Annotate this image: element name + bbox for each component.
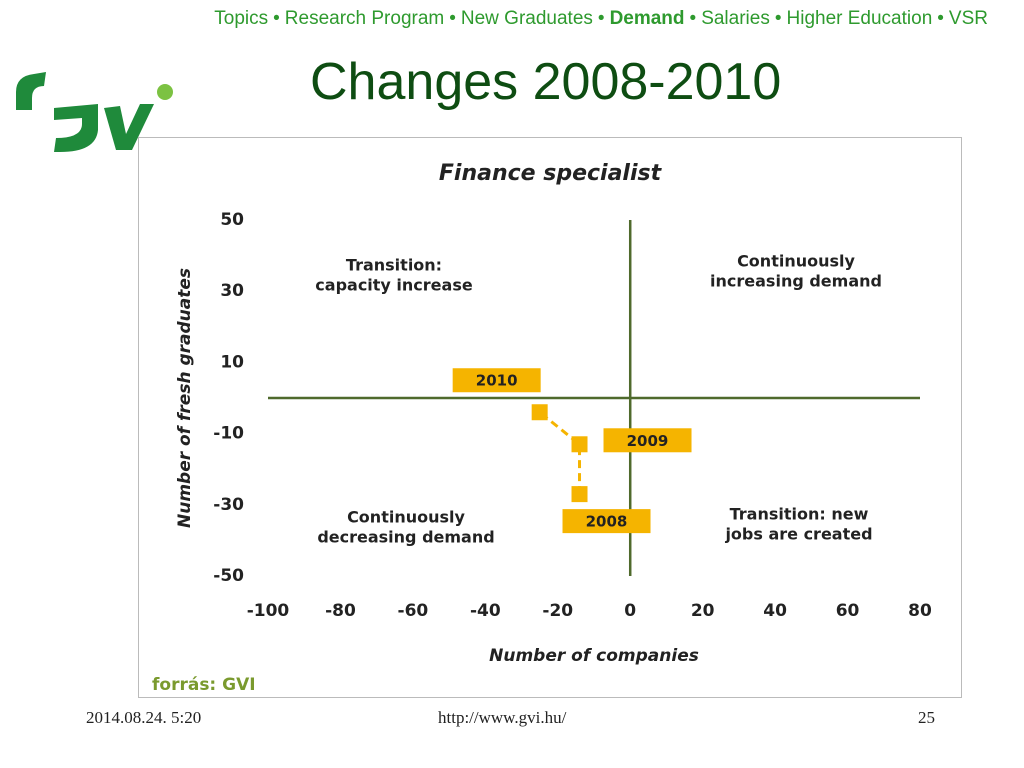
logo-shape — [16, 72, 46, 110]
chart-title: Finance specialist — [439, 161, 663, 186]
slide-title: Changes 2008-2010 — [310, 53, 782, 111]
point-marker — [531, 404, 548, 421]
nav-item[interactable]: Higher Education — [786, 8, 933, 29]
point-label: 2010 — [476, 372, 518, 390]
logo-shape — [104, 104, 154, 150]
nav-separator: • — [689, 8, 697, 29]
x-tick-label: -20 — [542, 601, 573, 621]
nav: Topics • Research Program • New Graduates • De… — [214, 8, 988, 30]
x-tick-label: -60 — [398, 601, 429, 621]
series-line — [538, 411, 582, 495]
nav-item[interactable]: Salaries — [701, 8, 770, 29]
quadrant-annotation: Continuously — [347, 508, 465, 527]
y-tick-label: 30 — [220, 281, 244, 301]
nav-item[interactable]: Research Program — [284, 8, 445, 29]
quadrant-annotation: Transition: new — [730, 505, 869, 524]
y-tick-label: 10 — [220, 352, 244, 372]
logo — [16, 72, 173, 152]
quadrant-annotation: capacity increase — [315, 276, 473, 295]
y-tick-label: -10 — [213, 424, 244, 444]
point-label-box — [603, 428, 692, 453]
y-tick-label: 50 — [220, 210, 244, 230]
y-axis-label: Number of fresh graduates — [175, 268, 195, 528]
point-label-box — [562, 509, 651, 534]
nav-item[interactable]: Demand — [609, 8, 685, 29]
point-label: 2009 — [627, 432, 669, 450]
x-axis-label: Number of companies — [489, 646, 699, 666]
point-marker — [571, 486, 588, 503]
footer-url: http://www.gvi.hu/ — [438, 708, 567, 727]
chart-frame — [138, 137, 962, 698]
nav-separator: • — [937, 8, 944, 29]
nav-item[interactable]: New Graduates — [460, 8, 593, 29]
logo-dot — [157, 84, 173, 100]
quadrant-annotation: increasing demand — [710, 272, 882, 291]
quadrant-annotation: Transition: — [346, 256, 442, 275]
nav-item[interactable]: VSR — [948, 8, 988, 29]
chart: Finance specialist Number of companies N… — [152, 161, 932, 695]
nav-item[interactable]: Topics — [214, 8, 269, 29]
nav-separator: • — [273, 8, 280, 29]
nav-separator: • — [449, 8, 456, 29]
x-tick-label: 20 — [691, 601, 715, 621]
nav-separator: • — [597, 8, 605, 29]
x-tick-label: -80 — [325, 601, 356, 621]
x-tick-label: 40 — [763, 601, 787, 621]
quadrant-annotation: decreasing demand — [317, 528, 494, 547]
footer-date: 2014.08.24. 5:20 — [86, 708, 202, 727]
y-tick-label: -30 — [213, 495, 244, 515]
nav-separator: • — [774, 8, 782, 29]
quadrant-annotation: jobs are created — [724, 525, 872, 544]
point-label-box — [452, 368, 541, 393]
point-label: 2008 — [586, 513, 628, 531]
quadrant-annotation: Continuously — [737, 252, 855, 271]
point-marker — [571, 436, 588, 453]
x-tick-label: 80 — [908, 601, 932, 621]
y-tick-label: -50 — [213, 566, 244, 586]
x-tick-label: 0 — [624, 601, 636, 621]
x-tick-label: -100 — [247, 601, 290, 621]
x-tick-label: -40 — [470, 601, 501, 621]
logo-shape — [54, 104, 98, 152]
x-tick-label: 60 — [836, 601, 860, 621]
source: forrás: GVI — [152, 675, 256, 695]
page-number: 25 — [918, 708, 935, 727]
